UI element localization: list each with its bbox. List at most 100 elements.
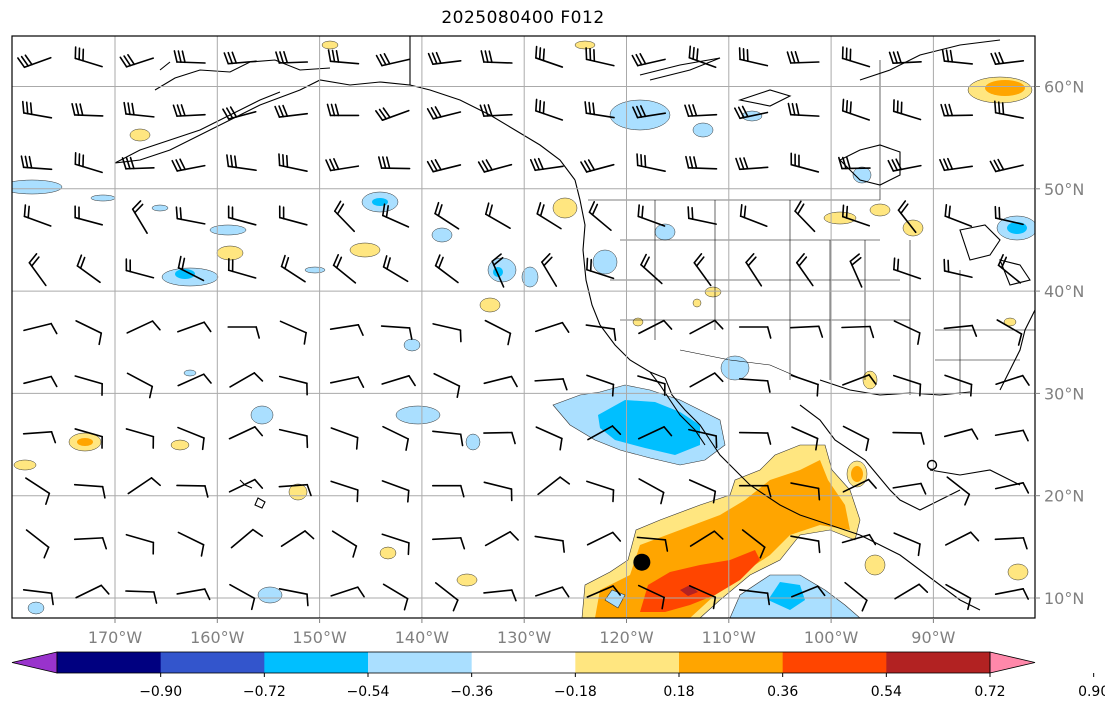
wind-barb — [381, 533, 410, 556]
wind-barb — [280, 530, 315, 548]
wind-barb — [892, 431, 925, 445]
wind-barb — [126, 372, 154, 399]
colorbar-tick-label: −0.72 — [243, 684, 286, 700]
wind-barb — [484, 202, 511, 229]
wind-barb — [73, 483, 106, 499]
wind-barb — [939, 157, 973, 172]
lon-tick-label: 90°W — [911, 628, 955, 647]
wind-barb — [175, 206, 206, 225]
wind-barb — [432, 323, 462, 343]
wind-barb — [887, 158, 922, 172]
wind-barb — [17, 54, 52, 69]
wind-barb — [484, 319, 512, 346]
wind-barb — [25, 529, 50, 559]
wind-barb — [631, 53, 666, 67]
colorbar-segment — [679, 652, 784, 673]
wind-barb — [995, 374, 1030, 386]
wind-barb — [689, 530, 724, 547]
wind-barb — [73, 537, 108, 550]
wind-barb — [223, 51, 257, 65]
wind-barb — [275, 51, 309, 64]
lat-tick-label: 30°N — [1044, 384, 1084, 403]
wind-barb — [330, 427, 359, 450]
wind-barb — [480, 50, 513, 64]
wind-barb — [325, 158, 360, 172]
wind-barb — [637, 426, 673, 440]
negative-anomaly-core — [598, 400, 700, 455]
wind-barb — [23, 375, 58, 388]
wind-barb — [274, 104, 308, 118]
wind-barb — [177, 373, 212, 387]
wind-barb — [838, 156, 871, 170]
wind-barb — [329, 324, 364, 337]
wind-barb — [636, 153, 666, 173]
wind-barb — [585, 47, 615, 67]
wind-barb — [172, 104, 206, 117]
wind-barb — [227, 258, 257, 279]
wind-barb — [945, 583, 972, 611]
wind-barb — [327, 49, 360, 65]
wind-barb — [23, 204, 52, 227]
wind-barb — [738, 484, 772, 498]
wind-barb — [790, 535, 821, 554]
wind-barb — [997, 254, 1022, 284]
wind-barb — [127, 477, 161, 495]
wind-barb — [541, 253, 558, 287]
wind-barb — [637, 584, 665, 610]
lon-tick-label: 160°W — [190, 628, 245, 647]
wind-barb — [22, 588, 54, 606]
wind-barb — [229, 583, 256, 611]
map-area — [12, 36, 1035, 618]
wind-barb — [990, 51, 1025, 66]
colorbar-tick-label: 0.54 — [871, 684, 902, 700]
wind-barb — [23, 322, 58, 335]
wind-barb — [941, 48, 974, 65]
wind-barb — [534, 535, 565, 553]
wind-barb — [230, 528, 264, 549]
wind-barb — [74, 205, 104, 226]
colorbar-extend-low — [11, 651, 58, 674]
wind-barb — [278, 428, 309, 449]
wind-barb — [733, 105, 769, 120]
wind-barb — [171, 158, 206, 172]
wind-barb — [586, 531, 622, 546]
wind-barb — [125, 428, 155, 449]
wind-barb — [123, 101, 155, 118]
wind-barb — [640, 253, 663, 285]
wind-barb — [841, 46, 871, 68]
wind-barb — [944, 374, 973, 397]
wind-barb — [434, 201, 460, 230]
wind-barb — [945, 531, 980, 546]
wind-barb — [74, 375, 103, 396]
wind-barb — [632, 105, 667, 119]
wind-barb — [278, 588, 309, 607]
wind-barb — [588, 201, 612, 231]
wind-barb — [897, 200, 917, 234]
colorbar-tick-label: −0.18 — [554, 684, 597, 700]
wind-barb — [483, 481, 513, 502]
wind-barb — [791, 585, 826, 598]
wind-barb — [377, 156, 411, 170]
wind-barb — [375, 107, 410, 121]
wind-barb — [688, 428, 718, 449]
colorbar-tick-label: −0.90 — [139, 684, 182, 700]
latitude-axis: 60°N 50°N 40°N 30°N 20°N 10°N — [1035, 78, 1084, 608]
wind-barb — [994, 588, 1029, 600]
wind-barb — [76, 254, 101, 284]
wind-barb — [176, 484, 209, 498]
wind-barb — [74, 152, 103, 174]
wind-barb — [685, 155, 718, 170]
wind-barb — [381, 480, 410, 503]
colorbar-outline — [56, 651, 991, 674]
wind-barb — [119, 54, 155, 68]
wind-barb — [944, 204, 973, 228]
colorbar: −0.90 −0.72 −0.54 −0.36 −0.18 0.18 0.36 0.54 0.7… — [11, 651, 1105, 700]
lat-tick-label: 40°N — [1044, 282, 1084, 301]
wind-barb — [434, 254, 459, 284]
wind-barb — [586, 257, 615, 280]
wind-barb — [842, 478, 877, 493]
wind-barb — [689, 372, 724, 388]
colorbar-extend-high — [989, 651, 1036, 674]
colorbar-segment — [264, 652, 369, 673]
wind-barb — [745, 253, 763, 287]
